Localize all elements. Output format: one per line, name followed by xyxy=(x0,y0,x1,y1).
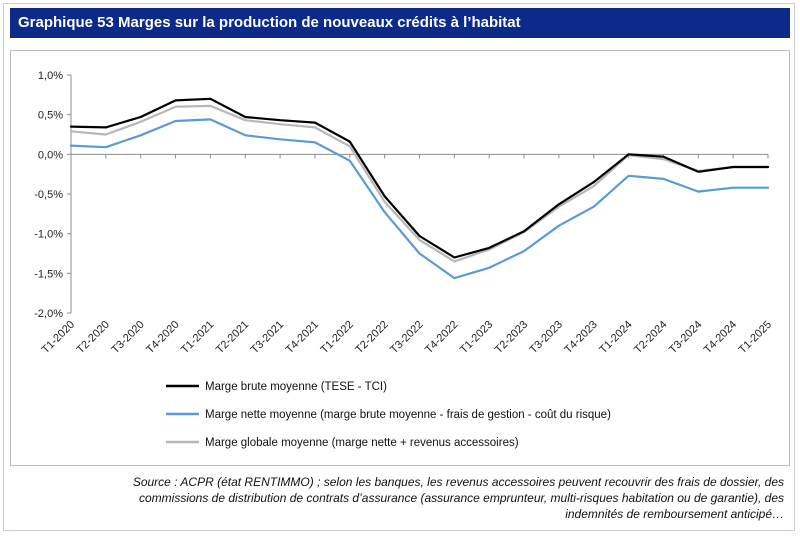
x-tick-label: T2-2021 xyxy=(214,319,251,356)
x-tick-label: T2-2020 xyxy=(75,319,112,356)
source-note: Source : ACPR (état RENTIMMO) ; selon le… xyxy=(12,474,784,522)
figure-frame xyxy=(3,3,795,531)
y-tick-label: 0,0% xyxy=(38,149,63,161)
legend-label-2: Marge globale moyenne (marge nette + rev… xyxy=(205,437,519,449)
x-tick-label: T1-2021 xyxy=(179,319,216,356)
x-tick-label: T3-2021 xyxy=(249,319,286,356)
x-tick-label: T4-2022 xyxy=(423,319,460,356)
chart-area: 1,0% 0,5% 0,0% -0,5% -1,0% -1,5% -2,0% T1-2020… xyxy=(10,50,790,466)
legend-label-1: Marge nette moyenne (marge brute moyenne… xyxy=(205,409,611,421)
x-tick-label: T4-2023 xyxy=(562,319,599,356)
x-tick-label: T4-2021 xyxy=(284,319,321,356)
line-chart: 1,0% 0,5% 0,0% -0,5% -1,0% -1,5% -2,0% T1-2020… xyxy=(34,70,774,449)
y-tick-label: -0,5% xyxy=(34,189,63,201)
x-tick-label: T1-2023 xyxy=(458,319,495,356)
x-tick-label: T3-2022 xyxy=(388,319,425,356)
x-tick-label: T3-2024 xyxy=(667,319,704,356)
y-tick-label: -1,5% xyxy=(34,268,63,280)
series-line-1 xyxy=(69,118,770,280)
x-tick-label: T4-2024 xyxy=(702,319,739,356)
x-tick-label: T3-2023 xyxy=(528,319,565,356)
y-tick-label: -2,0% xyxy=(34,308,63,320)
x-tick-label: T2-2024 xyxy=(632,319,669,356)
title-bar: Graphique 53 Marges sur la production de… xyxy=(10,8,790,38)
x-tick-label: T1-2020 xyxy=(40,319,77,356)
series-line-2 xyxy=(69,104,770,263)
legend-label-0: Marge brute moyenne (TESE - TCI) xyxy=(205,381,387,393)
y-tick-label: -1,0% xyxy=(34,229,63,241)
x-tick-label: T1-2022 xyxy=(318,319,355,356)
source-line-2: commissions de distribution de contrats … xyxy=(139,491,784,505)
x-tick-label: T2-2023 xyxy=(493,319,530,356)
x-tick-label: T1-2025 xyxy=(737,319,774,356)
y-tick-label: 0,5% xyxy=(38,110,63,122)
source-line-1: Source : ACPR (état RENTIMMO) ; selon le… xyxy=(132,475,784,489)
x-tick-label: T3-2020 xyxy=(109,319,146,356)
series-line-0 xyxy=(69,97,770,259)
chart-title: Graphique 53 Marges sur la production de… xyxy=(18,14,521,31)
y-tick-label: 1,0% xyxy=(38,70,63,82)
x-tick-label: T1-2024 xyxy=(597,319,634,356)
x-tick-label: T4-2020 xyxy=(144,319,181,356)
x-tick-label: T2-2022 xyxy=(353,319,390,356)
source-line-3: indemnités de remboursement anticipé… xyxy=(565,507,784,521)
